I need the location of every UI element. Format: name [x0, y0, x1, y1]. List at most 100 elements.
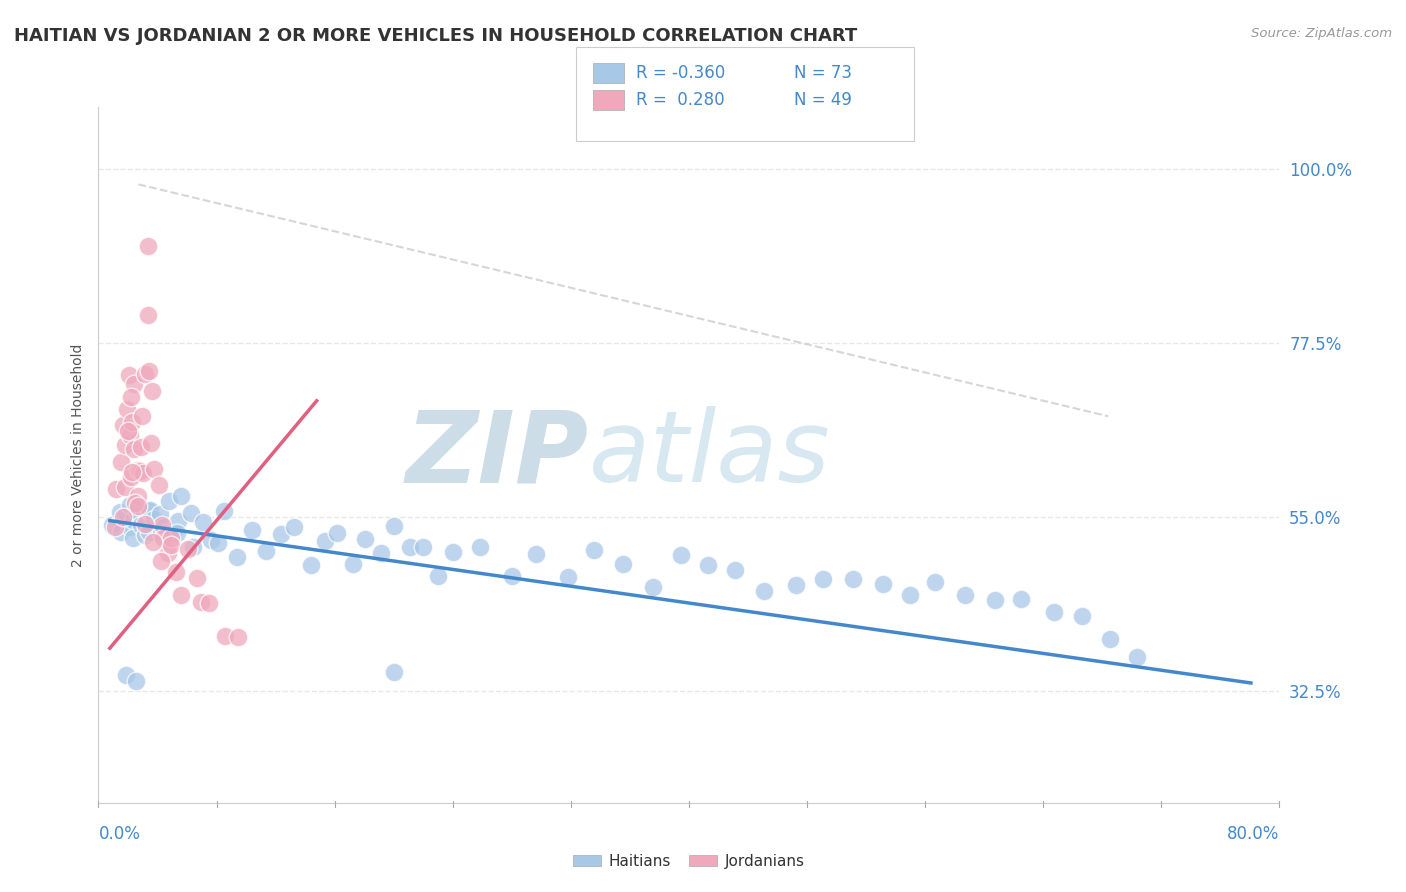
Point — [112, 510, 135, 524]
Point — [122, 442, 145, 457]
Point — [156, 546, 179, 560]
Point — [152, 519, 174, 533]
Point — [134, 528, 156, 542]
Point — [723, 563, 745, 577]
Point — [399, 540, 422, 554]
Point — [669, 548, 692, 562]
Point — [121, 415, 143, 429]
Point — [212, 504, 235, 518]
Point — [121, 465, 143, 479]
Point — [111, 417, 134, 432]
Point — [159, 532, 181, 546]
Point — [105, 482, 128, 496]
Point — [501, 569, 523, 583]
Point — [122, 532, 145, 546]
Point — [156, 526, 179, 541]
Point — [1010, 591, 1032, 606]
Point — [114, 438, 136, 452]
Point — [127, 463, 149, 477]
Point — [785, 578, 807, 592]
Point — [612, 558, 634, 572]
Point — [811, 572, 834, 586]
Point — [697, 558, 720, 573]
Point — [139, 502, 162, 516]
Point — [165, 565, 187, 579]
Point — [117, 425, 139, 439]
Point — [170, 588, 193, 602]
Point — [226, 631, 249, 645]
Point — [134, 516, 156, 531]
Point — [114, 480, 136, 494]
Point — [198, 596, 221, 610]
Point — [152, 532, 174, 546]
Point — [254, 544, 277, 558]
Point — [270, 527, 292, 541]
Point — [121, 513, 143, 527]
Point — [170, 489, 193, 503]
Point — [131, 409, 153, 424]
Text: Source: ZipAtlas.com: Source: ZipAtlas.com — [1251, 27, 1392, 40]
Point — [125, 674, 148, 689]
Point — [125, 503, 148, 517]
Point — [120, 428, 142, 442]
Point — [177, 542, 200, 557]
Point — [1125, 649, 1147, 664]
Point — [583, 543, 606, 558]
Point — [118, 368, 141, 383]
Point — [157, 494, 180, 508]
Point — [127, 489, 149, 503]
Point — [148, 478, 170, 492]
Point — [225, 549, 247, 564]
Point — [143, 462, 166, 476]
Point — [207, 535, 229, 549]
Text: atlas: atlas — [589, 407, 830, 503]
Point — [301, 558, 323, 572]
Point — [641, 580, 664, 594]
Point — [342, 557, 364, 571]
Point — [136, 239, 159, 253]
Text: ZIP: ZIP — [405, 407, 589, 503]
Point — [138, 524, 160, 539]
Point — [115, 668, 138, 682]
Point — [953, 588, 976, 602]
Point — [167, 514, 190, 528]
Point — [108, 505, 131, 519]
Point — [127, 499, 149, 513]
Text: N = 49: N = 49 — [794, 91, 852, 109]
Point — [110, 525, 132, 540]
Point — [752, 583, 775, 598]
Point — [114, 508, 136, 523]
Point — [1043, 605, 1066, 619]
Point — [120, 469, 142, 483]
Point — [166, 525, 188, 540]
Point — [104, 520, 127, 534]
Point — [117, 401, 139, 416]
Point — [186, 571, 208, 585]
Legend: Haitians, Jordanians: Haitians, Jordanians — [568, 848, 810, 875]
Point — [382, 519, 405, 533]
Text: 0.0%: 0.0% — [98, 825, 141, 843]
Point — [314, 534, 336, 549]
Point — [470, 540, 492, 554]
Point — [148, 507, 170, 521]
Point — [1071, 609, 1094, 624]
Point — [898, 588, 921, 602]
Point — [120, 390, 142, 404]
Point — [118, 520, 141, 534]
Point — [557, 570, 579, 584]
Point — [426, 569, 449, 583]
Point — [841, 572, 863, 586]
Text: R = -0.360: R = -0.360 — [636, 64, 724, 82]
Point — [141, 435, 163, 450]
Point — [142, 535, 165, 549]
Point — [382, 665, 405, 679]
Point — [200, 533, 222, 548]
Point — [149, 525, 172, 540]
Point — [983, 593, 1005, 607]
Point — [283, 520, 305, 534]
Point — [190, 594, 212, 608]
Point — [138, 364, 160, 378]
Point — [242, 524, 264, 538]
Point — [160, 538, 183, 552]
Text: HAITIAN VS JORDANIAN 2 OR MORE VEHICLES IN HOUSEHOLD CORRELATION CHART: HAITIAN VS JORDANIAN 2 OR MORE VEHICLES … — [14, 27, 858, 45]
